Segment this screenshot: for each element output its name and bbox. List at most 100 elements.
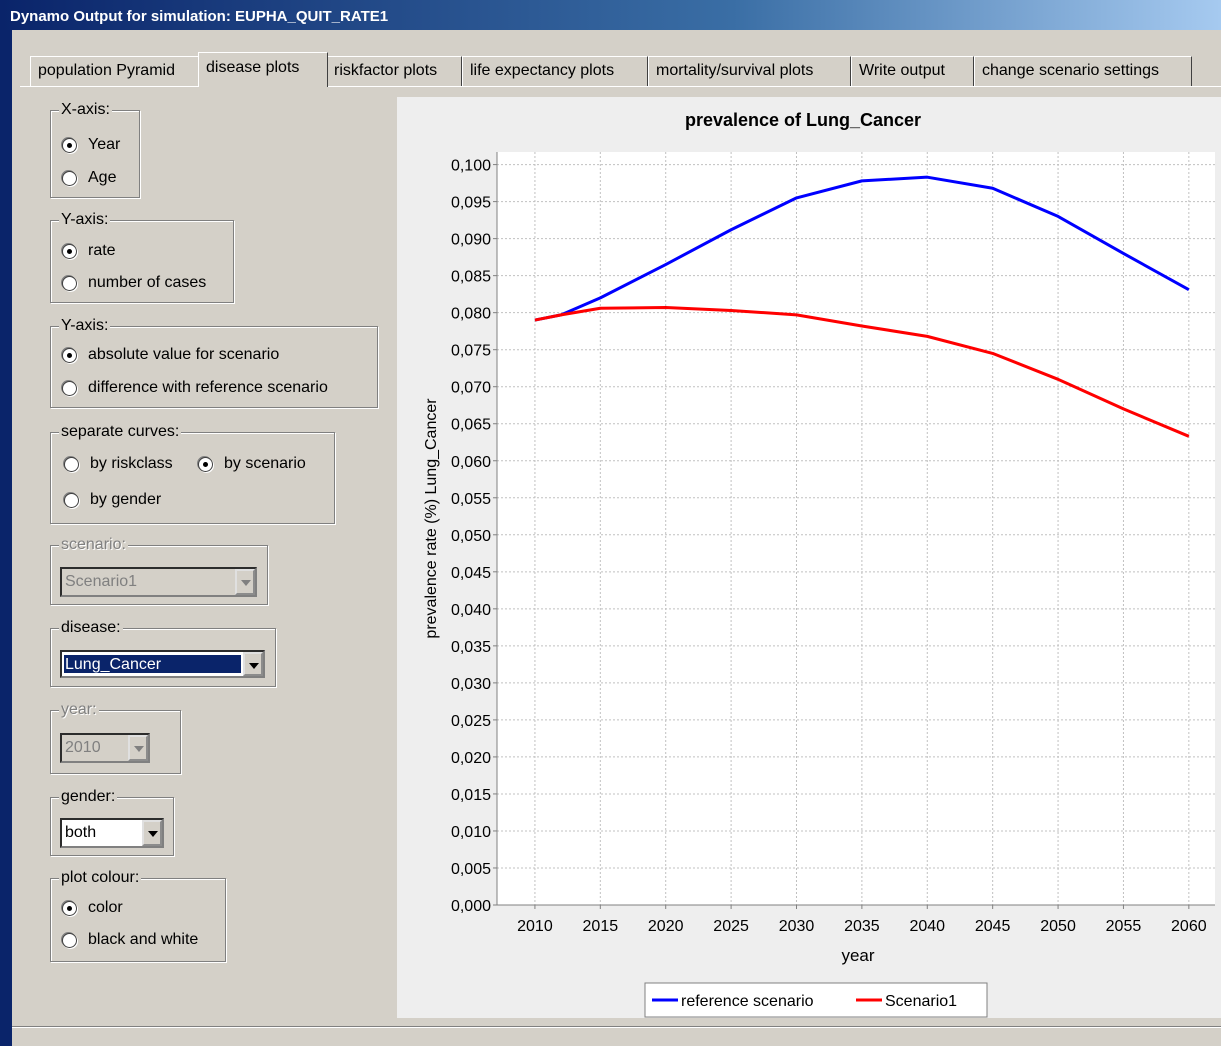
y-tick-label: 0,075	[451, 343, 491, 360]
x-tick-label: 2040	[909, 918, 945, 935]
x-tick-label: 2015	[583, 918, 619, 935]
combo-value: Scenario1	[65, 573, 138, 590]
group-box: gender:	[50, 788, 174, 856]
tab-panel-border	[20, 86, 1221, 87]
tab[interactable]: riskfactor plots	[326, 56, 462, 86]
y-tick-label: 0,070	[451, 380, 491, 397]
x-tick-label: 2010	[517, 918, 553, 935]
x-tick-label: 2035	[844, 918, 880, 935]
x-tick-label: 2030	[779, 918, 815, 935]
combo-box: 2010	[60, 733, 150, 763]
bottom-separator	[12, 1026, 1221, 1028]
y-tick-label: 0,020	[451, 750, 491, 767]
radio-label[interactable]: absolute value for scenario	[88, 346, 280, 363]
x-tick-label: 2060	[1171, 918, 1207, 935]
radio-label[interactable]: difference with reference scenario	[88, 379, 328, 396]
tab[interactable]: disease plots	[198, 52, 328, 87]
window-title: Dynamo Output for simulation: EUPHA_QUIT…	[10, 8, 389, 25]
tab[interactable]: population Pyramid	[30, 56, 200, 86]
radio-button[interactable]	[198, 457, 213, 472]
radio-button[interactable]	[62, 933, 77, 948]
combo-box[interactable]: Lung_Cancer	[60, 650, 265, 678]
radio-dot	[67, 906, 72, 911]
combo-box[interactable]: both	[60, 818, 164, 848]
tab[interactable]: change scenario settings	[974, 56, 1192, 86]
combo-box: Scenario1	[60, 567, 257, 597]
y-tick-label: 0,010	[451, 824, 491, 841]
group-label: disease:	[59, 619, 123, 637]
x-tick-label: 2055	[1106, 918, 1142, 935]
group-label: Y-axis:	[59, 211, 111, 229]
plot-area	[497, 152, 1215, 905]
data-line	[534, 305, 1190, 438]
combo-arrow	[241, 580, 251, 586]
radio-label[interactable]: Year	[88, 136, 121, 153]
group-box: X-axis:	[50, 101, 140, 198]
radio-label[interactable]: by gender	[90, 491, 162, 508]
combo-button	[128, 735, 148, 761]
combo-button[interactable]	[142, 820, 162, 846]
y-tick-label: 0,090	[451, 232, 491, 249]
combo-arrow	[134, 746, 144, 752]
radio-label[interactable]: by riskclass	[90, 455, 173, 472]
radio-label[interactable]: Age	[88, 169, 117, 186]
radio-label[interactable]: by scenario	[224, 455, 306, 472]
y-tick-label: 0,095	[451, 195, 491, 212]
radio-button[interactable]	[62, 138, 77, 153]
radio-button[interactable]	[64, 457, 79, 472]
x-tick-label: 2045	[975, 918, 1011, 935]
group-box: year:	[50, 701, 181, 774]
radio-button[interactable]	[62, 171, 77, 186]
group-label: separate curves:	[59, 423, 182, 441]
y-tick-label: 0,045	[451, 565, 491, 582]
legend-label: Scenario1	[885, 993, 957, 1010]
tab[interactable]: Write output	[851, 56, 974, 86]
group-label: X-axis:	[59, 101, 112, 119]
group-box: Y-axis:	[50, 211, 234, 303]
y-tick-label: 0,065	[451, 417, 491, 434]
x-axis-label: year	[841, 946, 874, 965]
combo-value: 2010	[65, 739, 101, 756]
y-axis-label: prevalence rate (%) Lung_Cancer	[423, 398, 440, 639]
y-tick-label: 0,040	[451, 602, 491, 619]
y-tick-label: 0,060	[451, 454, 491, 471]
group-box: disease:	[50, 619, 276, 687]
group-label: plot colour:	[59, 869, 142, 887]
y-tick-label: 0,015	[451, 787, 491, 804]
tab[interactable]: life expectancy plots	[462, 56, 648, 86]
y-tick-label: 0,050	[451, 528, 491, 545]
legend-label: reference scenario	[681, 993, 814, 1010]
group-box: plot colour:	[50, 869, 226, 962]
radio-label[interactable]: rate	[88, 242, 116, 259]
radio-button[interactable]	[62, 381, 77, 396]
x-tick-label: 2025	[713, 918, 749, 935]
group-label: gender:	[59, 788, 118, 806]
title-bar: Dynamo Output for simulation: EUPHA_QUIT…	[0, 0, 1221, 30]
group-label: year:	[59, 701, 99, 719]
radio-button[interactable]	[62, 901, 77, 916]
radio-dot	[67, 143, 72, 148]
radio-button[interactable]	[64, 493, 79, 508]
radio-label[interactable]: number of cases	[88, 274, 207, 291]
x-tick-label: 2050	[1040, 918, 1076, 935]
radio-button[interactable]	[62, 276, 77, 291]
legend-box	[644, 982, 988, 1018]
radio-label[interactable]: black and white	[88, 931, 199, 948]
combo-arrow	[148, 831, 158, 837]
data-line	[534, 175, 1190, 322]
combo-value: Lung_Cancer	[64, 655, 241, 673]
radio-button[interactable]	[62, 348, 77, 363]
radio-label[interactable]: color	[88, 899, 123, 916]
combo-value: both	[65, 824, 97, 841]
group-label: Y-axis:	[59, 317, 111, 335]
combo-button[interactable]	[243, 652, 263, 676]
combo-button	[235, 569, 255, 595]
y-tick-label: 0,085	[451, 269, 491, 286]
radio-dot	[67, 249, 72, 254]
group-label: scenario:	[59, 536, 128, 554]
radio-button[interactable]	[62, 244, 77, 259]
y-tick-label: 0,000	[451, 898, 491, 915]
tab[interactable]: mortality/survival plots	[648, 56, 851, 86]
